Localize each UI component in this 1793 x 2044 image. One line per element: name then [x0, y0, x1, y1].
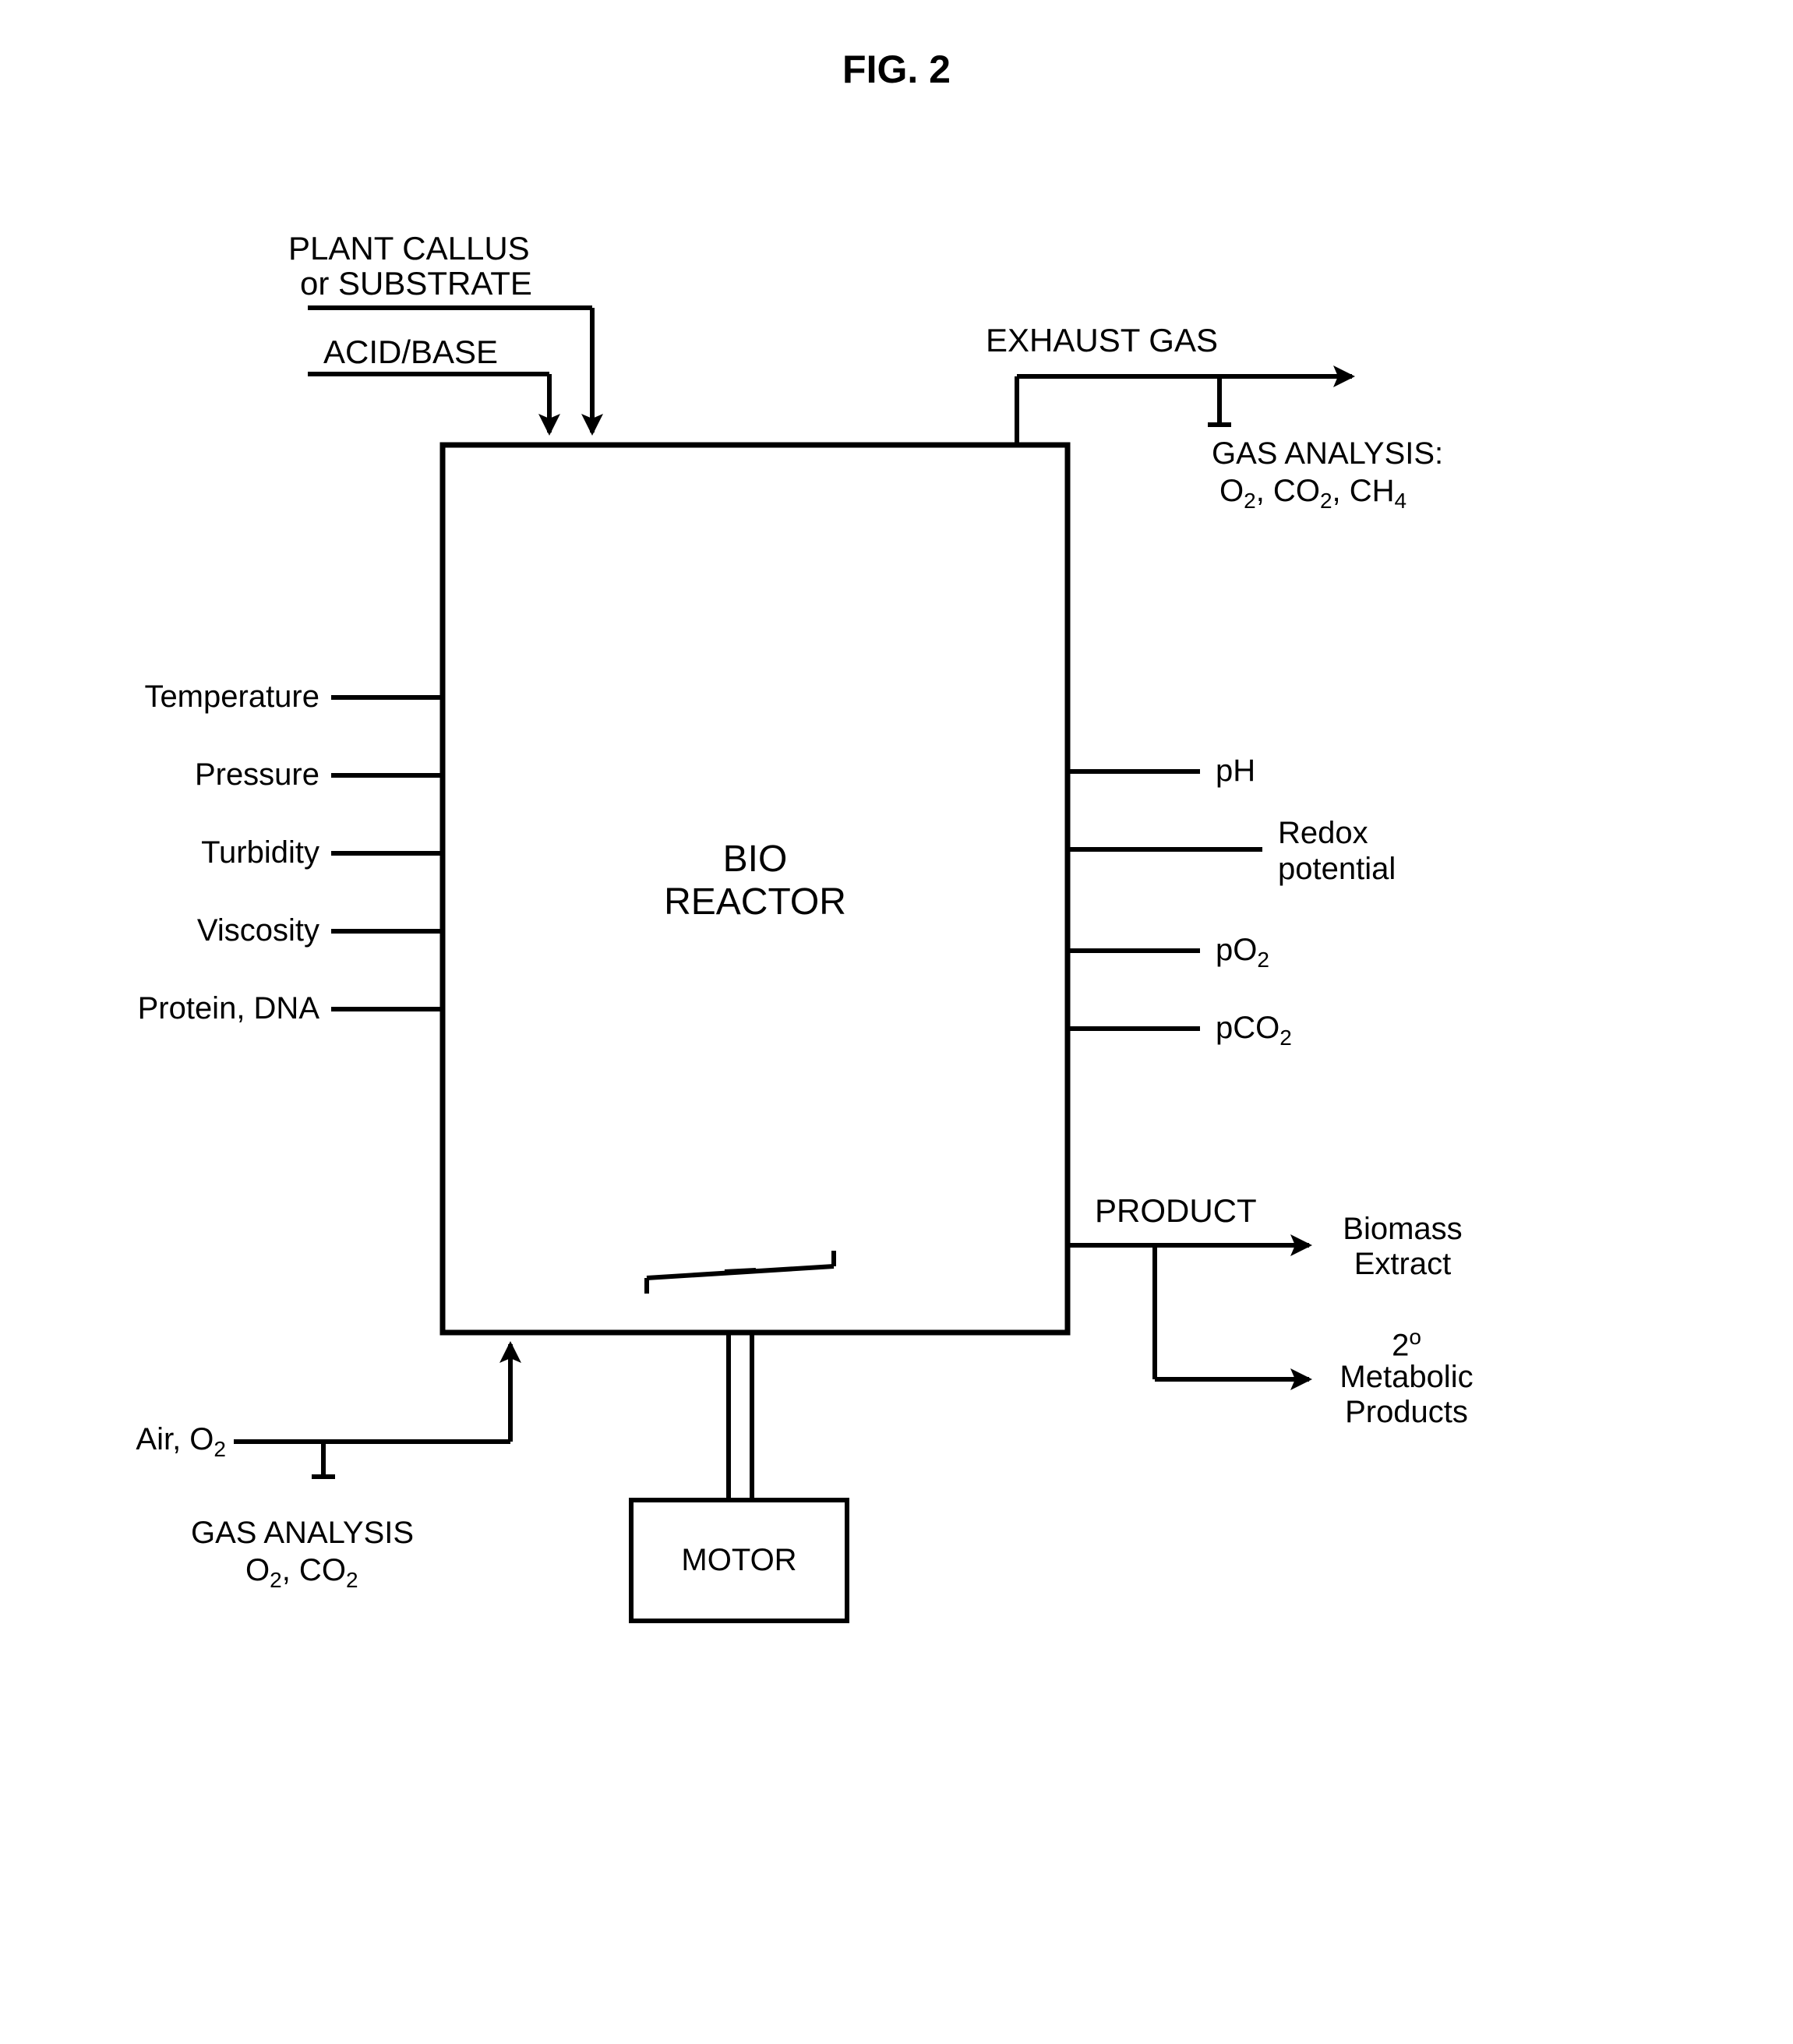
motor-label: MOTOR [631, 1543, 847, 1578]
sensor-pressure: Pressure [140, 757, 319, 793]
product-metabolic-2: Metabolic [1332, 1360, 1481, 1395]
sensor-viscosity: Viscosity [140, 913, 319, 948]
product-metabolic-1: 2o [1332, 1325, 1481, 1363]
gas-input-analysis-label: GAS ANALYSIS [191, 1516, 414, 1551]
product-label: PRODUCT [1095, 1192, 1257, 1230]
gas-input-analysis-detail: O2, CO2 [245, 1553, 358, 1593]
sensor-ph: pH [1216, 754, 1255, 789]
product-biomass-1: Biomass [1332, 1212, 1473, 1247]
sensor-turbidity: Turbidity [140, 835, 319, 870]
callus-label-1: PLANT CALLUS [288, 230, 530, 267]
gas-input-label: Air, O2 [129, 1422, 226, 1462]
sensor-po2: pO2 [1216, 933, 1269, 973]
sensor-protein-dna: Protein, DNA [117, 991, 319, 1026]
product-biomass-2: Extract [1332, 1247, 1473, 1282]
sensor-redox-2: potential [1278, 852, 1396, 887]
sensor-redox-1: Redox [1278, 816, 1368, 851]
exhaust-analysis-detail: O2, CO2, CH4 [1219, 474, 1407, 514]
reactor-label-1: BIO [443, 838, 1068, 881]
product-metabolic-3: Products [1332, 1395, 1481, 1430]
callus-label-2: or SUBSTRATE [300, 265, 532, 302]
acid-base-label: ACID/BASE [323, 334, 498, 371]
sensor-pco2: pCO2 [1216, 1011, 1292, 1050]
reactor-label-2: REACTOR [443, 881, 1068, 923]
sensor-temperature: Temperature [140, 680, 319, 715]
exhaust-analysis-label: GAS ANALYSIS: [1212, 436, 1443, 471]
exhaust-label: EXHAUST GAS [986, 322, 1218, 359]
